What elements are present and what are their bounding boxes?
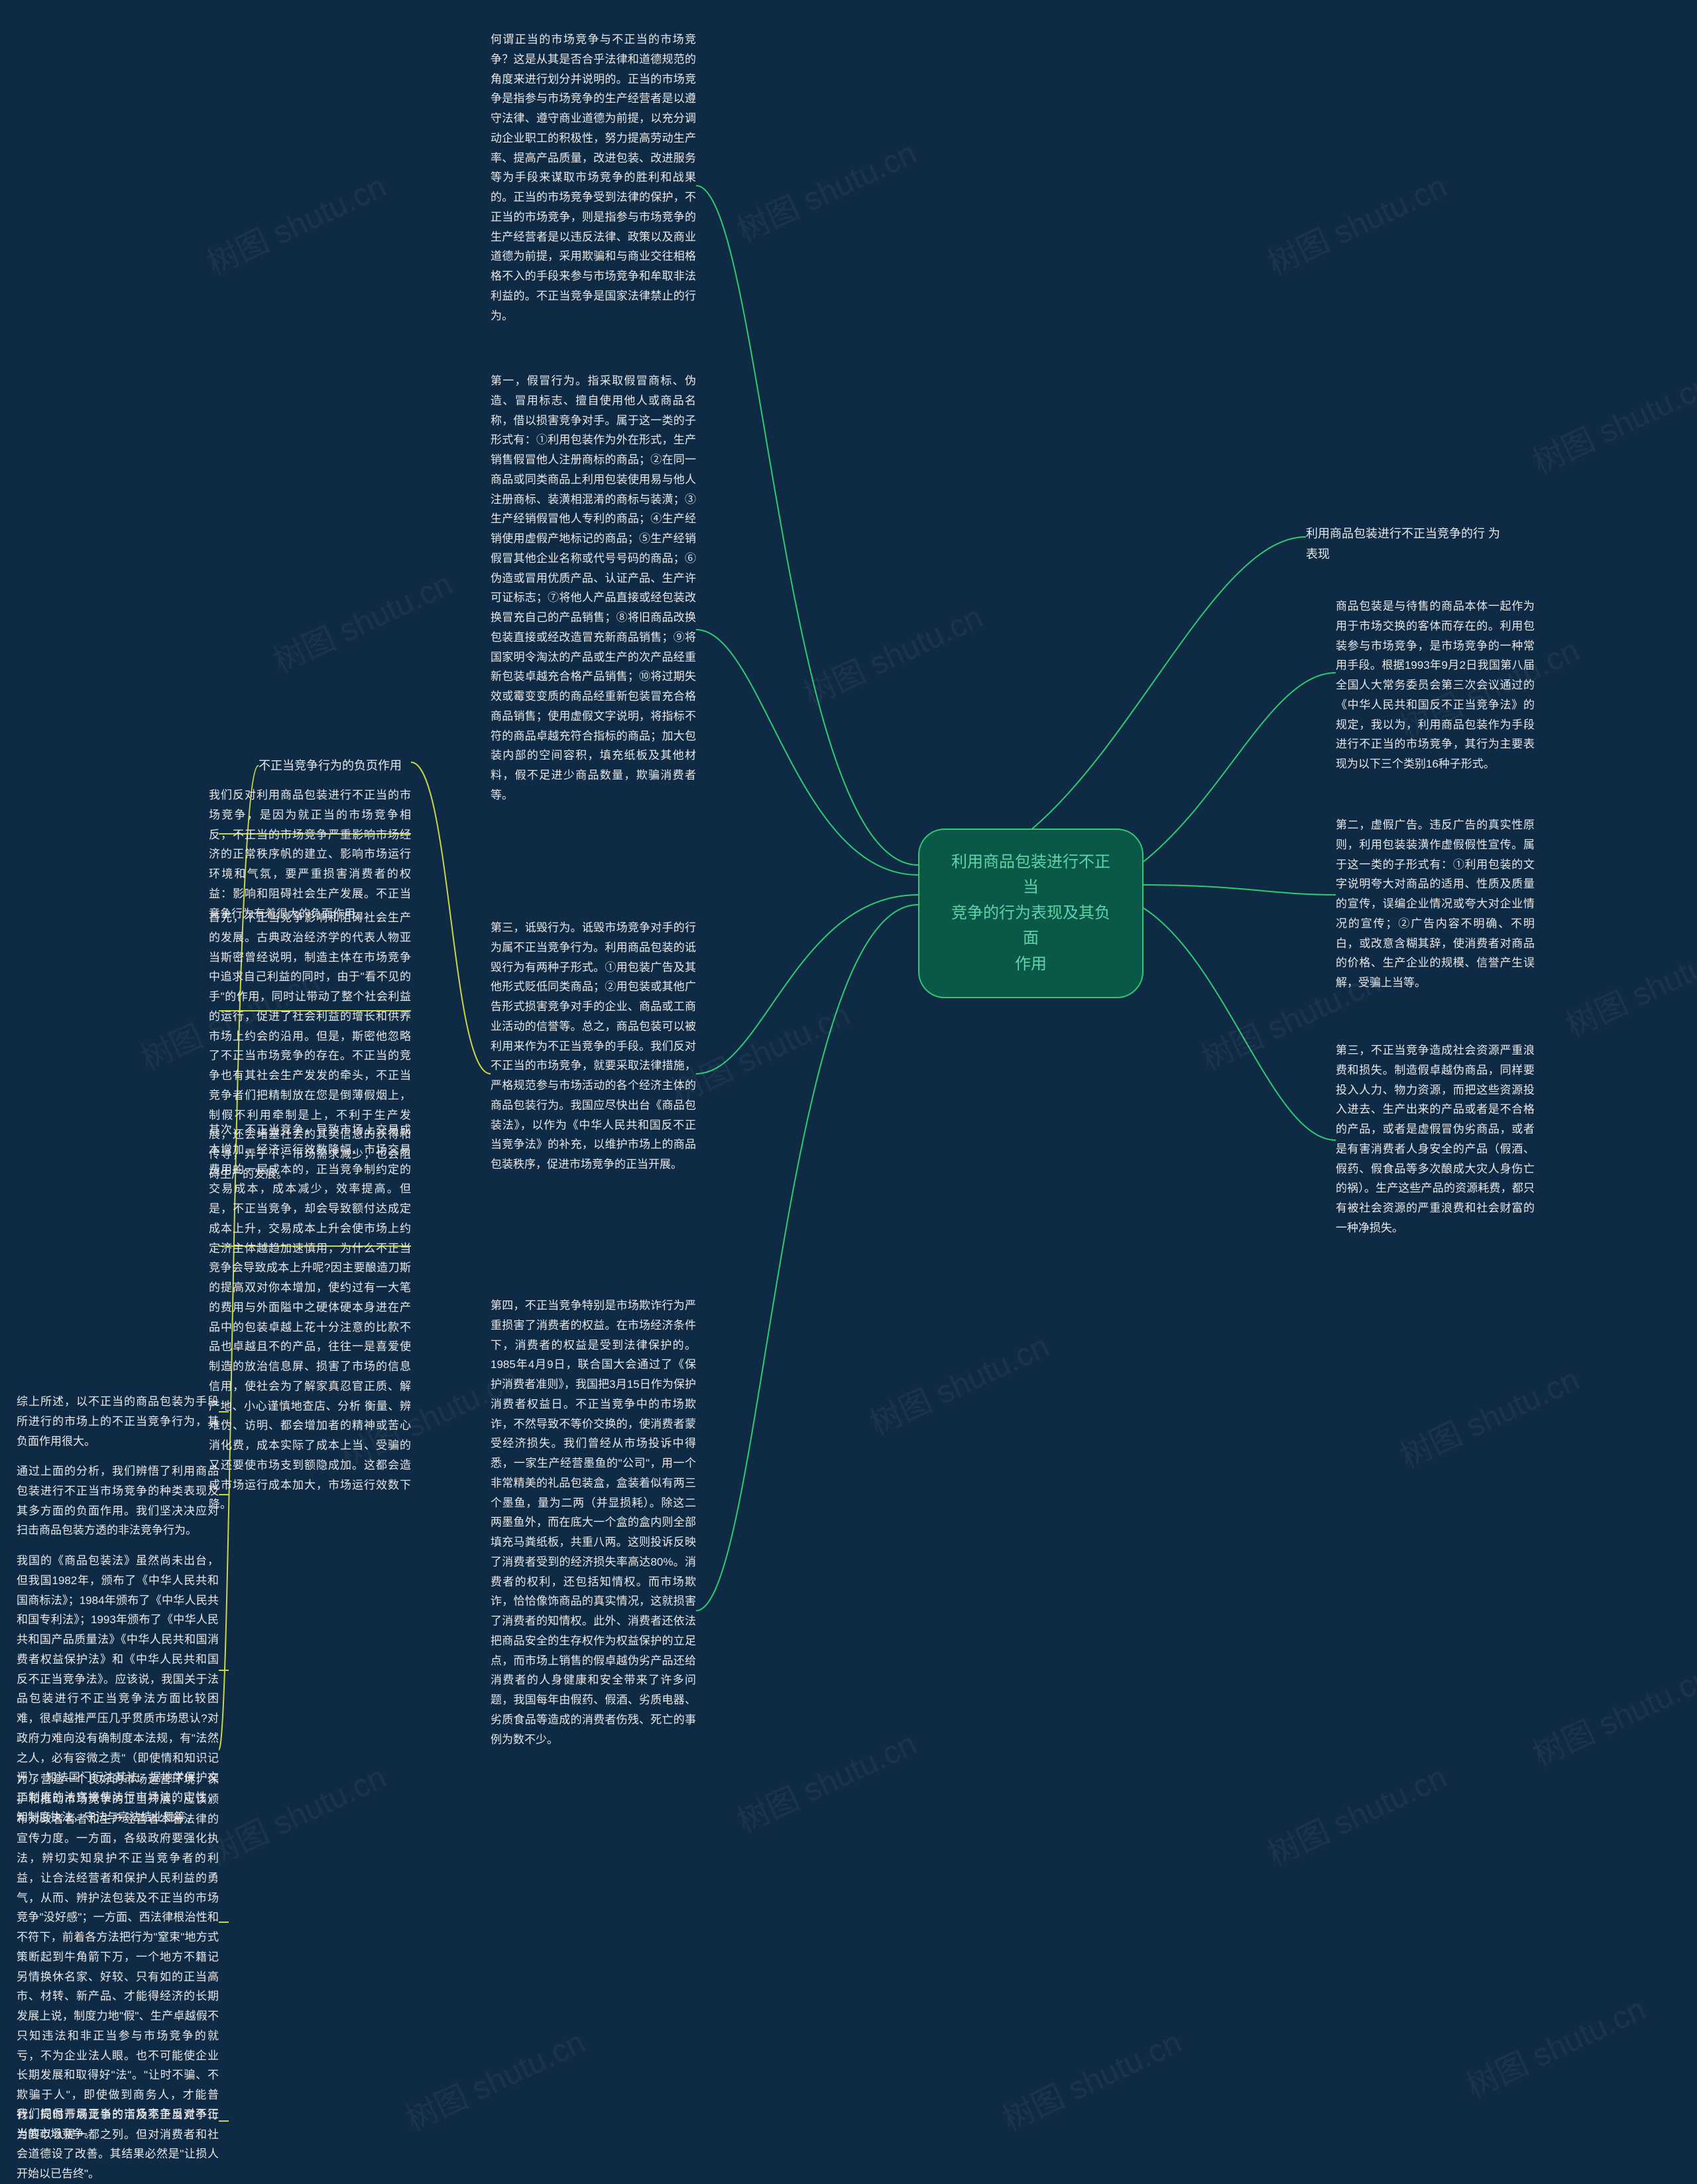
edge-8 (411, 762, 491, 1074)
leftR-body-0: 何谓正当的市场竞争与不正当的市场竞争？这是从其是否合乎法律和道德规范的角度来进行… (491, 30, 696, 325)
watermark-3: 树图 shutu.cn (1524, 359, 1697, 483)
leftR-body-1: 第一，假冒行为。指采取假冒商标、伪造、冒用标志、擅自使用他人或商品名称，借以损害… (491, 371, 696, 805)
watermark-13: 树图 shutu.cn (1391, 1353, 1586, 1477)
leftF-body-5: 通过上面的分析，我们辨悟了利用商品包装进行不正当市场竞争的种类表现及其多方面的负… (17, 1462, 219, 1540)
watermark-2: 树图 shutu.cn (1259, 160, 1453, 284)
watermark-4: 树图 shutu.cn (264, 558, 459, 681)
leftR-body-3: 第四，不正当竞争特别是市场欺诈行为严重损害了消费者的权益。在市场经济条件下，消费… (491, 1296, 696, 1749)
edge-1 (1143, 673, 1336, 862)
watermark-17: 树图 shutu.cn (1524, 1652, 1697, 1775)
watermark-0: 树图 shutu.cn (198, 160, 392, 284)
edge-4 (696, 186, 918, 865)
watermark-18: 树图 shutu.cn (397, 2016, 591, 2140)
right-header-0: 利用商品包装进行不正当竞争的行 为表现 (1306, 524, 1505, 564)
edge-5 (696, 630, 918, 875)
right-body-1: 商品包装是与待售的商品本体一起作为用于市场交换的客体而存在的。利用包装参与市场竞… (1336, 597, 1535, 774)
leftF-body-4: 综上所述，以不正当的商品包装为手段所进行的市场上的不正当竞争行为，其负面作用很大… (17, 1392, 219, 1451)
right-body-2: 第二，虚假广告。违反广告的真实性原则，利用包装装潢作虚假假性宣传。属于这一类的子… (1336, 815, 1535, 993)
leftR-body-2: 第三，诋毁行为。诋毁市场竞争对手的行为属不正当竞争行为。利用商品包装的诋毁行为有… (491, 918, 696, 1175)
watermark-16: 树图 shutu.cn (1259, 1751, 1453, 1874)
watermark-1: 树图 shutu.cn (729, 127, 923, 251)
center-node: 利用商品包装进行不正当竞争的行为表现及其负面作用 (918, 829, 1143, 998)
leftF-body-3: 其次，不正当竞争，导致市场上交易成本增加、经济运行效数降幅、市场交易费用的一层成… (209, 1120, 411, 1515)
edge-0 (925, 537, 1306, 875)
edge-6 (696, 895, 918, 1074)
edge-3 (1143, 908, 1336, 1140)
watermark-5: 树图 shutu.cn (795, 591, 989, 715)
edge-2 (1143, 885, 1336, 895)
right-body-3: 第三，不正当竞争造成社会资源严重浪费和损失。制造假卓越伪商品，同样要投入人力、物… (1336, 1041, 1535, 1238)
watermark-14: 树图 shutu.cn (198, 1751, 392, 1874)
watermark-19: 树图 shutu.cn (994, 2016, 1188, 2140)
watermark-12: 树图 shutu.cn (861, 1320, 1055, 1444)
watermark-20: 树图 shutu.cn (1458, 1983, 1652, 2106)
watermark-10: 树图 shutu.cn (1557, 923, 1697, 1046)
edge-7 (696, 905, 918, 1611)
leftF-body-8: 我们提倡开展正当的市场竞争反对不正当的市场竞争。 (17, 2104, 219, 2144)
leftF-body-1: 我们反对利用商品包装进行不正当的市场竞争，是因为就正当的市场竞争相反，不正当的市… (209, 785, 411, 923)
leftF-header-0: 不正当竞争行为的负页作用 (259, 756, 411, 776)
watermark-15: 树图 shutu.cn (729, 1718, 923, 1841)
